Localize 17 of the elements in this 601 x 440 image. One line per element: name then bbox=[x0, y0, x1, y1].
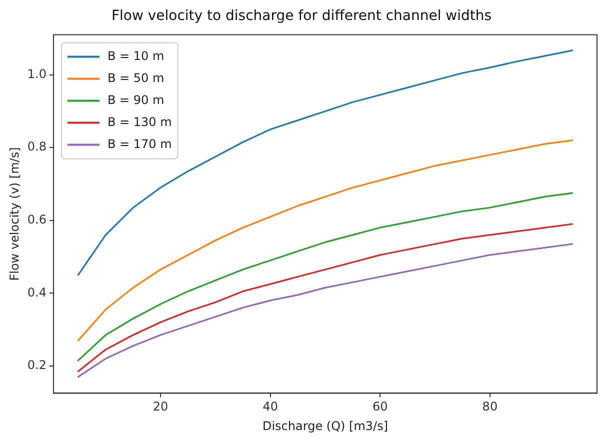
y-axis-title: Flow velocity (v) [m/s] bbox=[7, 147, 22, 281]
legend-label: B = 130 m bbox=[107, 114, 172, 129]
x-tick-label: 60 bbox=[372, 400, 388, 414]
x-tick-label: 20 bbox=[152, 400, 168, 414]
y-tick-label: 1.0 bbox=[27, 66, 46, 81]
y-tick-label: 0.2 bbox=[27, 358, 46, 372]
y-tick-label: 0.6 bbox=[27, 212, 46, 226]
legend-label: B = 90 m bbox=[107, 92, 164, 107]
y-tick-label: 0.8 bbox=[27, 140, 46, 154]
y-tick-label: 0.4 bbox=[27, 285, 46, 300]
x-axis-title: Discharge (Q) [m3/s] bbox=[262, 418, 388, 433]
chart-title: Flow velocity to discharge for different channel widths bbox=[111, 8, 492, 24]
x-tick-label: 40 bbox=[262, 400, 278, 414]
legend-label: B = 10 m bbox=[107, 48, 164, 63]
legend-label: B = 170 m bbox=[107, 136, 172, 151]
x-tick-label: 80 bbox=[482, 400, 498, 414]
legend-label: B = 50 m bbox=[107, 70, 164, 85]
